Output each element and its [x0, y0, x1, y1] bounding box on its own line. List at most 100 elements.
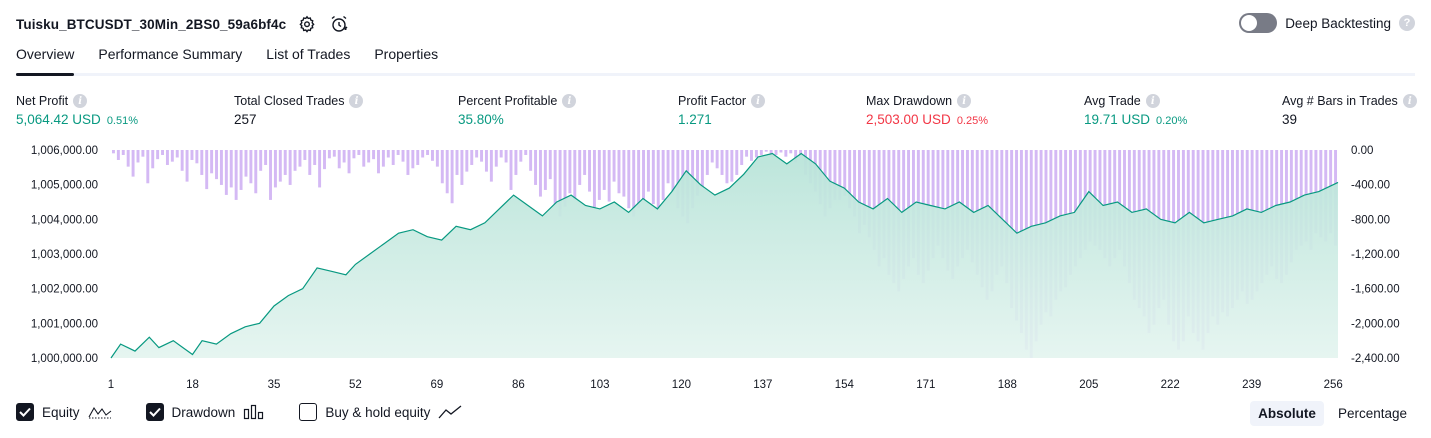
- drawdown-bar: [156, 150, 160, 160]
- drawdown-bar: [484, 150, 488, 172]
- drawdown-bar: [131, 150, 135, 177]
- absolute-button[interactable]: Absolute: [1250, 401, 1324, 426]
- left-axis-tick: 1,001,000.00: [31, 318, 98, 330]
- strategy-title: Tuisku_BTCUSDT_30Min_2BS0_59a6bf4c: [16, 16, 287, 32]
- x-axis-tick: 188: [998, 379, 1017, 391]
- drawdown-bar: [867, 150, 871, 238]
- equity-drawdown-chart[interactable]: 1,006,000.00 1,005,000.00 1,004,000.00 1,00…: [0, 138, 1431, 396]
- legend-equity[interactable]: Equity: [16, 403, 112, 421]
- drawdown-bar: [205, 150, 209, 190]
- drawdown-bar: [642, 150, 645, 200]
- deep-backtesting-toggle[interactable]: [1239, 13, 1278, 33]
- drawdown-bar: [323, 150, 326, 170]
- drawdown-bar: [637, 150, 641, 209]
- metric-label: Net Profit: [16, 94, 69, 108]
- drawdown-bar: [784, 150, 788, 157]
- drawdown-bar: [357, 150, 361, 155]
- drawdown-bar: [676, 150, 680, 209]
- drawdown-bar: [386, 150, 390, 158]
- x-axis-tick: 18: [186, 379, 199, 391]
- drawdown-bar: [121, 150, 125, 155]
- drawdown-bar: [1314, 150, 1318, 234]
- legend-drawdown[interactable]: Drawdown: [145, 403, 266, 421]
- drawdown-bar: [499, 150, 503, 158]
- equity-checkbox[interactable]: [16, 403, 34, 421]
- drawdown-bar: [219, 150, 223, 185]
- metric-label: Profit Factor: [678, 94, 747, 108]
- drawdown-bar: [661, 150, 665, 200]
- drawdown-bar: [396, 150, 400, 155]
- drawdown-bar: [215, 150, 218, 180]
- drawdown-bar: [264, 150, 268, 165]
- drawdown-bar: [308, 150, 312, 175]
- drawdown-bar: [489, 150, 493, 182]
- buy-hold-equity-checkbox[interactable]: [299, 403, 318, 421]
- info-icon[interactable]: i: [562, 94, 577, 108]
- drawdown-bar: [578, 150, 582, 185]
- info-icon[interactable]: i: [349, 94, 364, 108]
- info-icon[interactable]: i: [73, 94, 88, 108]
- drawdown-bar: [538, 150, 542, 197]
- drawdown-bar: [858, 150, 861, 234]
- x-axis-tick: 137: [753, 379, 772, 391]
- drawdown-bar: [254, 150, 258, 194]
- left-axis-tick: 1,005,000.00: [31, 180, 98, 192]
- drawdown-bar: [735, 150, 739, 175]
- info-icon[interactable]: i: [1145, 94, 1160, 108]
- info-icon[interactable]: i: [957, 94, 972, 108]
- drawdown-bar: [607, 150, 611, 202]
- drawdown-bar: [283, 150, 287, 175]
- drawdown-bar: [455, 150, 459, 175]
- report-tabs: Overview Performance Summary List of Tra…: [16, 46, 1415, 76]
- drawdown-bar: [931, 150, 935, 259]
- info-icon[interactable]: i: [751, 94, 766, 108]
- drawdown-bar: [774, 150, 778, 155]
- x-axis-tick: 1: [108, 379, 114, 391]
- legend-buy-hold-equity[interactable]: Buy & hold equity: [299, 403, 462, 421]
- drawdown-bar: [754, 150, 758, 158]
- settings-gear-icon[interactable]: [296, 13, 318, 35]
- left-axis-tick: 1,004,000.00: [31, 214, 98, 226]
- tab-list-of-trades[interactable]: List of Trades: [266, 46, 351, 62]
- drawdown-bar: [853, 150, 857, 217]
- info-icon[interactable]: i: [1402, 94, 1417, 108]
- drawdown-bar: [460, 150, 464, 185]
- drawdown-bar: [303, 150, 307, 160]
- alarm-clock-icon[interactable]: [328, 13, 350, 35]
- tab-overview[interactable]: Overview: [16, 46, 75, 76]
- tab-performance-summary[interactable]: Performance Summary: [98, 46, 243, 62]
- drawdown-bar: [730, 150, 734, 182]
- metric-label: Percent Profitable: [458, 94, 558, 108]
- metric-avg-trade: Avg Trade i 19.71 USD 0.20%: [1084, 93, 1187, 127]
- drawdown-bar: [651, 150, 655, 205]
- tab-properties[interactable]: Properties: [374, 46, 439, 62]
- metric-percent-profitable: Percent Profitable i 35.80%: [458, 93, 577, 127]
- x-axis-tick: 52: [349, 379, 362, 391]
- drawdown-bar: [480, 150, 484, 162]
- metric-max-drawdown: Max Drawdown i 2,503.00 USD 0.25%: [866, 93, 988, 127]
- drawdown-bar: [288, 150, 292, 185]
- metric-value: 1.271: [678, 112, 712, 127]
- drawdown-bar: [381, 150, 385, 167]
- metric-label: Avg # Bars in Trades: [1282, 94, 1398, 108]
- drawdown-bar: [597, 150, 601, 200]
- drawdown-checkbox[interactable]: [145, 403, 164, 421]
- drawdown-bar: [965, 150, 969, 250]
- drawdown-bar: [970, 150, 974, 263]
- left-axis-tick: 1,003,000.00: [31, 249, 98, 261]
- metric-label: Max Drawdown: [866, 94, 953, 108]
- drawdown-bar: [391, 150, 395, 165]
- x-axis: 1 18 35 52 69 86 103 120 137 154 171 188 205 222 239 25…: [108, 379, 1343, 391]
- drawdown-bar: [627, 150, 631, 209]
- drawdown-bar: [573, 150, 577, 200]
- drawdown-bar: [720, 150, 724, 175]
- percentage-button[interactable]: Percentage: [1337, 406, 1407, 421]
- drawdown-bar: [337, 150, 341, 169]
- legend-label: Equity: [42, 404, 80, 420]
- help-icon[interactable]: ?: [1399, 15, 1415, 31]
- drawdown-bar: [352, 150, 356, 159]
- drawdown-bar: [1000, 150, 1004, 267]
- drawdown-bar: [725, 150, 729, 184]
- drawdown-bar: [750, 150, 753, 161]
- drawdown-bar: [705, 150, 709, 175]
